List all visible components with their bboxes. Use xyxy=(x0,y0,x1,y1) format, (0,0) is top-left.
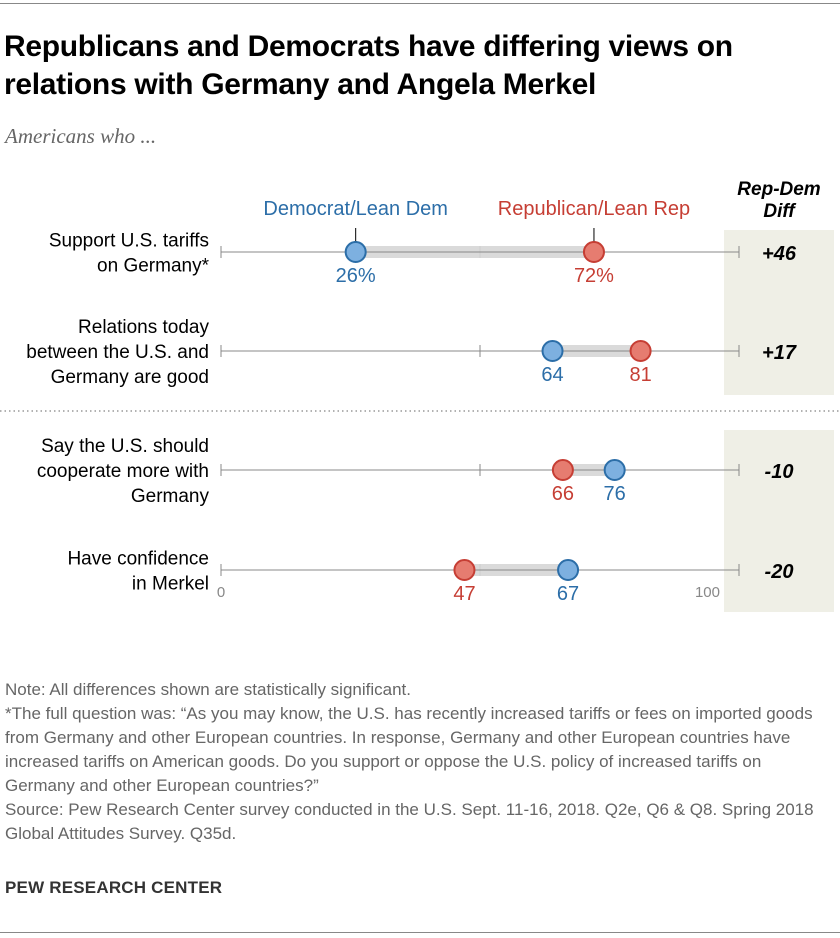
row-label: Say the U.S. should xyxy=(41,436,209,457)
rep-value-label: 66 xyxy=(552,483,574,505)
tick-label-100: 100 xyxy=(695,584,720,601)
chart-subtitle: Americans who ... xyxy=(5,124,157,148)
dem-value-label: 64 xyxy=(541,364,563,386)
row-label: Relations today xyxy=(78,317,209,338)
dem-dot xyxy=(541,340,564,362)
top-rule xyxy=(0,3,840,4)
diff-value: +46 xyxy=(762,243,797,265)
note-source: Source: Pew Research Center survey condu… xyxy=(5,800,814,843)
diff-panel-bottom xyxy=(724,430,834,612)
rep-dot xyxy=(629,340,652,362)
rep-value-label: 72% xyxy=(574,265,614,287)
dem-value-label: 76 xyxy=(604,483,626,505)
row-label: on Germany* xyxy=(97,256,210,277)
rep-dot xyxy=(551,459,574,481)
diff-header: Diff xyxy=(763,201,796,222)
diff-panel-top xyxy=(724,230,834,395)
rep-dot xyxy=(582,241,605,263)
row-label: Support U.S. tariffs xyxy=(49,231,209,252)
dem-dot xyxy=(557,559,580,581)
notes: Note: All differences shown are statisti… xyxy=(5,678,835,846)
row-label: cooperate more with xyxy=(37,461,209,482)
dem-value-label: 26% xyxy=(336,265,376,287)
chart-title: Republicans and Democrats have differing… xyxy=(4,30,733,101)
rep-value-label: 81 xyxy=(629,364,651,386)
diff-value: +17 xyxy=(762,342,797,364)
note-question: *The full question was: “As you may know… xyxy=(5,704,813,795)
diff-value: -10 xyxy=(765,461,794,483)
note-significance: Note: All differences shown are statisti… xyxy=(5,680,411,699)
diff-header: Rep-Dem xyxy=(737,179,821,200)
row-label: between the U.S. and xyxy=(26,342,209,363)
diff-value: -20 xyxy=(765,561,794,583)
row-label: Germany are good xyxy=(51,367,209,388)
dem-value-label: 67 xyxy=(557,583,579,605)
rep-dot xyxy=(453,559,476,581)
dem-dot xyxy=(603,459,626,481)
row-label: Germany xyxy=(131,486,210,507)
row-label: Have confidence xyxy=(67,549,209,570)
rep-value-label: 47 xyxy=(453,583,475,605)
brand-logo-text: PEW RESEARCH CENTER xyxy=(5,878,223,897)
bottom-rule xyxy=(0,932,840,933)
row-label: in Merkel xyxy=(132,574,209,595)
tick-label-0: 0 xyxy=(217,584,225,601)
legend-rep: Republican/Lean Rep xyxy=(498,198,690,220)
legend-dem: Democrat/Lean Dem xyxy=(263,198,448,220)
dem-dot xyxy=(344,241,367,263)
